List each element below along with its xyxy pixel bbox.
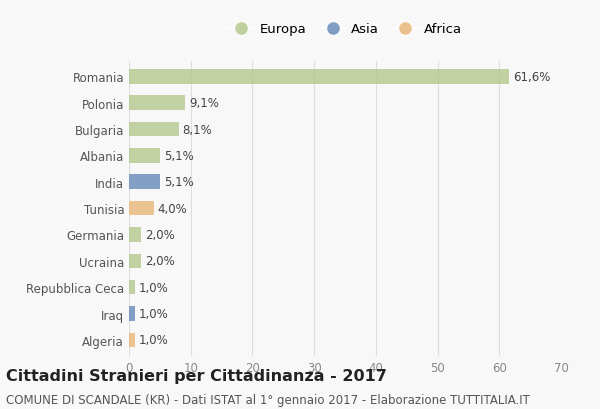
Bar [129,306,135,321]
Legend: Europa, Asia, Africa: Europa, Asia, Africa [223,18,467,41]
Bar [129,228,142,242]
Text: 61,6%: 61,6% [513,71,550,83]
Bar [129,333,135,347]
Bar [129,96,185,111]
Bar [129,70,509,84]
Bar [129,201,154,216]
Text: 2,0%: 2,0% [145,255,175,267]
Text: 1,0%: 1,0% [139,334,169,346]
Text: 1,0%: 1,0% [139,307,169,320]
Text: 9,1%: 9,1% [189,97,219,110]
Text: Cittadini Stranieri per Cittadinanza - 2017: Cittadini Stranieri per Cittadinanza - 2… [6,368,387,383]
Text: 4,0%: 4,0% [157,202,187,215]
Bar [129,175,160,189]
Text: COMUNE DI SCANDALE (KR) - Dati ISTAT al 1° gennaio 2017 - Elaborazione TUTTITALI: COMUNE DI SCANDALE (KR) - Dati ISTAT al … [6,393,530,406]
Text: 5,1%: 5,1% [164,150,194,162]
Text: 8,1%: 8,1% [182,123,212,136]
Bar [129,122,179,137]
Text: 1,0%: 1,0% [139,281,169,294]
Bar [129,254,142,268]
Bar [129,149,160,163]
Bar [129,280,135,295]
Text: 5,1%: 5,1% [164,176,194,189]
Text: 2,0%: 2,0% [145,228,175,241]
